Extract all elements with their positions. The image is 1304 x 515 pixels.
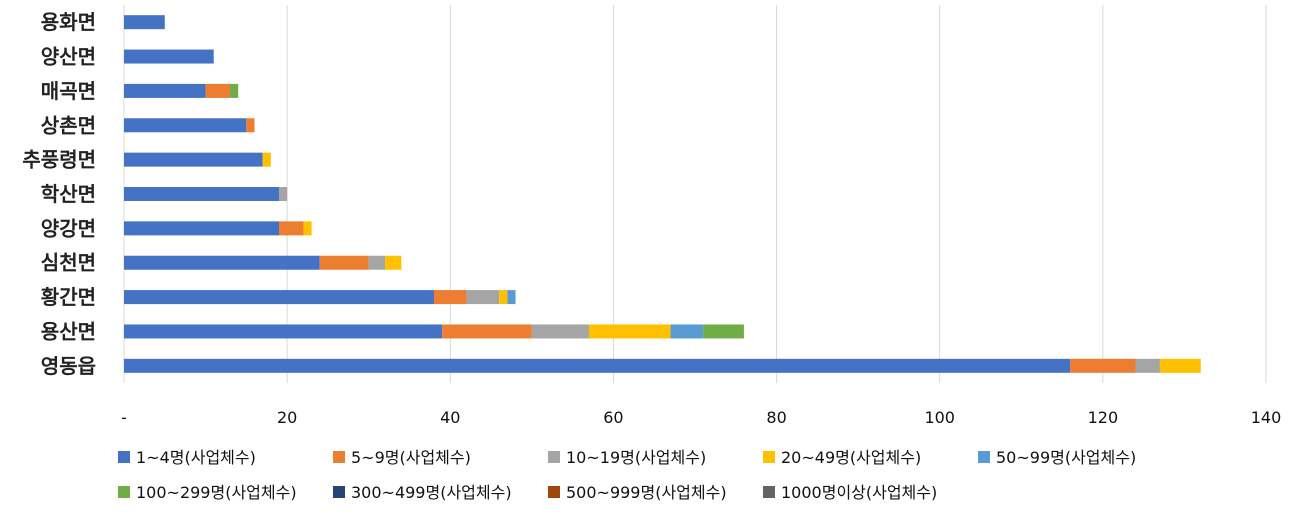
bar-segment [230, 83, 239, 98]
legend-swatch [548, 486, 560, 498]
legend-swatch [978, 451, 990, 463]
legend-label: 500~999명(사업체수) [566, 483, 727, 502]
legend-swatch [118, 451, 130, 463]
legend-swatch [763, 486, 775, 498]
category-label: 상촌면 [41, 113, 96, 137]
category-label: 심천면 [41, 251, 96, 275]
x-tick-label: 40 [440, 408, 460, 427]
bar-segment [124, 290, 434, 305]
category-label: 양산면 [41, 45, 96, 69]
category-label: 양강면 [41, 216, 96, 240]
bar-segment [385, 255, 402, 270]
bar-segment [124, 118, 247, 133]
bar-segment [319, 255, 369, 270]
bar-segment [124, 83, 206, 98]
bar-segment [278, 221, 304, 236]
legend-swatch [763, 451, 775, 463]
legend-label: 100~299명(사업체수) [136, 483, 297, 502]
legend-label: 10~19명(사업체수) [566, 448, 706, 467]
bar-segment [1070, 358, 1136, 373]
bar-segment [531, 324, 589, 339]
x-tick-label: 120 [1088, 408, 1119, 427]
bar-segment [124, 221, 279, 236]
bar-segment [368, 255, 386, 270]
bar-segment [124, 255, 320, 270]
bar-segment [124, 324, 443, 339]
bar-segment [124, 152, 263, 167]
bar-segment [124, 187, 279, 201]
bar-segment [670, 324, 704, 339]
bar-segment [433, 290, 467, 305]
bar-segment [507, 290, 516, 305]
legend-label: 1000명이상(사업체수) [781, 483, 937, 502]
bar-segment [124, 49, 214, 64]
x-tick-label: 80 [766, 408, 786, 427]
bar-segment [466, 290, 500, 305]
bar-segment [1135, 358, 1160, 373]
bar-segment [442, 324, 532, 339]
bar-segment [205, 83, 231, 98]
bar-segment [278, 187, 288, 201]
bar-segment [303, 221, 312, 236]
category-label: 학산면 [41, 182, 96, 206]
bar-segment [246, 118, 255, 133]
category-label: 영동읍 [41, 354, 96, 378]
legend-swatch [118, 486, 130, 498]
category-label: 황간면 [41, 285, 96, 309]
legend-label: 300~499명(사업체수) [351, 483, 512, 502]
x-tick-label: 100 [924, 408, 955, 427]
category-label: 추풍령면 [22, 148, 96, 172]
legend-swatch [333, 486, 345, 498]
bar-segment [588, 324, 671, 339]
bar-segment [703, 324, 744, 339]
bar-segment [262, 152, 271, 167]
legend-label: 1~4명(사업체수) [136, 448, 256, 467]
legend-label: 5~9명(사업체수) [351, 448, 471, 467]
category-label: 매곡면 [41, 79, 96, 103]
category-label: 용화면 [41, 10, 96, 34]
legend-swatch [333, 451, 345, 463]
legend-label: 50~99명(사업체수) [996, 448, 1136, 467]
x-tick-label: 60 [603, 408, 623, 427]
bar-segment [124, 358, 1071, 373]
bar-segment [499, 290, 508, 305]
x-tick-label: - [121, 408, 127, 427]
bar-segment [124, 15, 165, 30]
x-tick-label: 20 [277, 408, 297, 427]
legend-label: 20~49명(사업체수) [781, 448, 921, 467]
legend-swatch [548, 451, 560, 463]
category-label: 용산면 [41, 319, 96, 343]
x-tick-label: 140 [1251, 408, 1282, 427]
bar-segment [1159, 358, 1201, 373]
